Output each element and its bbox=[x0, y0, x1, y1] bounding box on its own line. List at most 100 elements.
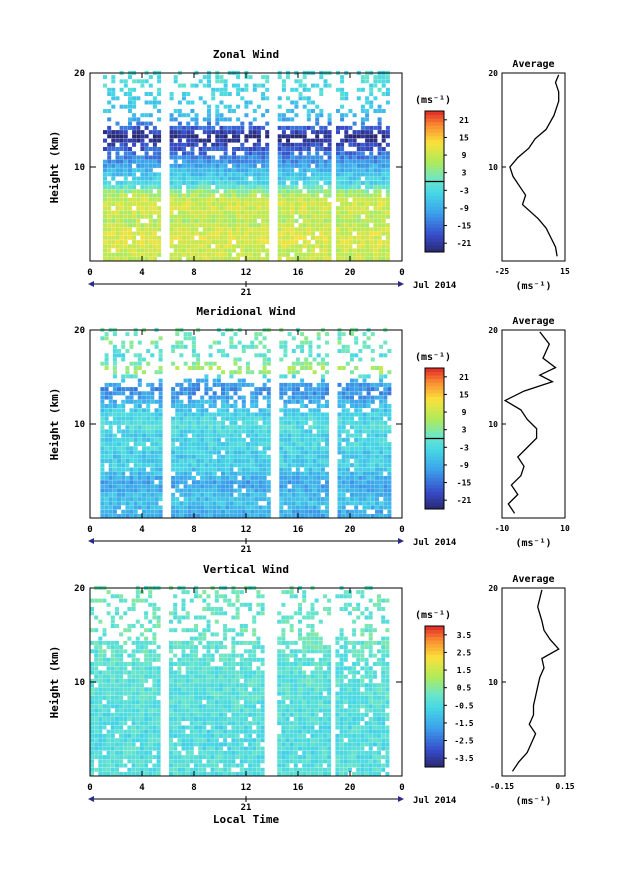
heatmap-cell bbox=[102, 772, 107, 776]
heatmap-cell bbox=[132, 100, 137, 105]
heatmap-cell bbox=[377, 142, 382, 147]
heatmap-cell bbox=[146, 420, 151, 425]
heatmap-cell bbox=[119, 197, 124, 202]
heatmap-cell bbox=[256, 257, 261, 261]
heatmap-cell bbox=[185, 772, 190, 776]
heatmap-cell bbox=[169, 193, 174, 198]
heatmap-cell bbox=[354, 454, 359, 459]
heatmap-cell bbox=[144, 172, 149, 177]
heatmap-cell bbox=[319, 109, 324, 113]
heatmap-cell bbox=[227, 235, 232, 240]
heatmap-cell bbox=[225, 471, 230, 476]
heatmap-cell bbox=[110, 746, 115, 751]
heatmap-cell bbox=[290, 134, 295, 139]
heatmap-cell bbox=[133, 353, 138, 358]
heatmap-cell bbox=[233, 344, 238, 349]
heatmap-cell bbox=[104, 420, 109, 425]
heatmap-cell bbox=[375, 463, 379, 468]
heatmap-cell bbox=[191, 459, 196, 463]
heatmap-cell bbox=[283, 442, 288, 447]
heatmap-cell bbox=[148, 206, 153, 211]
heatmap-cell bbox=[157, 172, 162, 177]
heatmap-cell bbox=[186, 227, 191, 232]
heatmap-cell bbox=[385, 746, 390, 751]
heatmap-cell bbox=[183, 501, 188, 506]
heatmap-cell bbox=[250, 446, 255, 451]
heatmap-cell bbox=[290, 197, 295, 202]
heatmap-cell bbox=[236, 202, 241, 206]
heatmap-cell bbox=[225, 484, 230, 489]
heatmap-cell bbox=[287, 463, 292, 468]
heatmap-cell bbox=[277, 159, 282, 164]
heatmap-cell bbox=[135, 750, 140, 755]
heatmap-cell bbox=[302, 163, 307, 168]
heatmap-cell bbox=[250, 340, 255, 345]
heatmap-cell bbox=[308, 353, 313, 358]
heatmap-cell bbox=[287, 429, 292, 434]
heatmap-cell bbox=[385, 180, 390, 185]
heatmap-cell bbox=[352, 746, 357, 751]
heatmap-cell bbox=[132, 257, 137, 261]
heatmap-cell bbox=[306, 180, 311, 185]
heatmap-cell bbox=[366, 459, 371, 463]
heatmap-cell bbox=[223, 138, 228, 143]
heatmap-cell bbox=[379, 505, 384, 510]
heatmap-cell bbox=[352, 130, 357, 135]
heatmap-cell bbox=[365, 218, 370, 223]
heatmap-cell bbox=[252, 151, 257, 156]
heatmap-cell bbox=[103, 197, 107, 202]
heatmap-cell bbox=[202, 151, 207, 156]
heatmap-cell bbox=[169, 147, 174, 151]
heatmap-cell bbox=[112, 412, 117, 417]
heatmap-cell bbox=[111, 235, 116, 240]
heatmap-cell bbox=[315, 113, 320, 118]
heatmap-cell bbox=[182, 197, 186, 202]
heatmap-cell bbox=[316, 425, 321, 430]
heatmap-cell bbox=[354, 412, 359, 417]
heatmap-cell bbox=[196, 459, 201, 463]
heatmap-cell bbox=[154, 497, 159, 502]
heatmap-cell bbox=[112, 484, 117, 489]
heatmap-cell bbox=[254, 467, 259, 472]
heatmap-cell bbox=[142, 425, 146, 430]
heatmap-cell bbox=[294, 227, 299, 232]
heatmap-cell bbox=[308, 408, 313, 413]
heatmap-cell bbox=[212, 412, 217, 417]
heatmap-cell bbox=[204, 450, 209, 455]
heatmap-cell bbox=[287, 514, 292, 518]
heatmap-cell bbox=[319, 147, 324, 151]
heatmap-cell bbox=[348, 151, 353, 156]
heatmap-cell bbox=[266, 467, 271, 472]
heatmap-cell bbox=[221, 480, 225, 485]
heatmap-cell bbox=[241, 446, 246, 451]
heatmap-cell bbox=[231, 763, 236, 768]
heatmap-cell bbox=[107, 206, 112, 211]
heatmap-cell bbox=[254, 433, 259, 438]
heatmap-cell bbox=[308, 501, 313, 506]
heatmap-cell bbox=[115, 257, 120, 261]
heatmap-cell bbox=[254, 484, 259, 489]
heatmap-cell bbox=[227, 759, 232, 764]
heatmap-cell bbox=[221, 509, 225, 514]
heatmap-cell bbox=[250, 425, 255, 430]
heatmap-cell bbox=[337, 391, 342, 396]
heatmap-cell bbox=[320, 378, 325, 383]
heatmap-cell bbox=[144, 210, 149, 215]
heatmap-cell bbox=[123, 206, 128, 211]
heatmap-cell bbox=[362, 374, 367, 379]
heatmap-cell bbox=[177, 218, 182, 223]
heatmap-cell bbox=[198, 218, 203, 223]
colorbar-segment bbox=[425, 403, 444, 408]
heatmap-cell bbox=[196, 425, 201, 430]
heatmap-cell bbox=[196, 408, 201, 413]
heatmap-cell bbox=[308, 471, 313, 476]
heatmap-cell bbox=[315, 172, 320, 177]
heatmap-cell bbox=[112, 437, 117, 442]
heatmap-cell bbox=[365, 159, 370, 164]
heatmap-cell bbox=[381, 79, 386, 84]
heatmap-cell bbox=[377, 185, 382, 190]
heatmap-cell bbox=[277, 142, 282, 147]
heatmap-cell bbox=[212, 488, 217, 493]
heatmap-cell bbox=[173, 159, 178, 164]
heatmap-cell bbox=[212, 437, 217, 442]
